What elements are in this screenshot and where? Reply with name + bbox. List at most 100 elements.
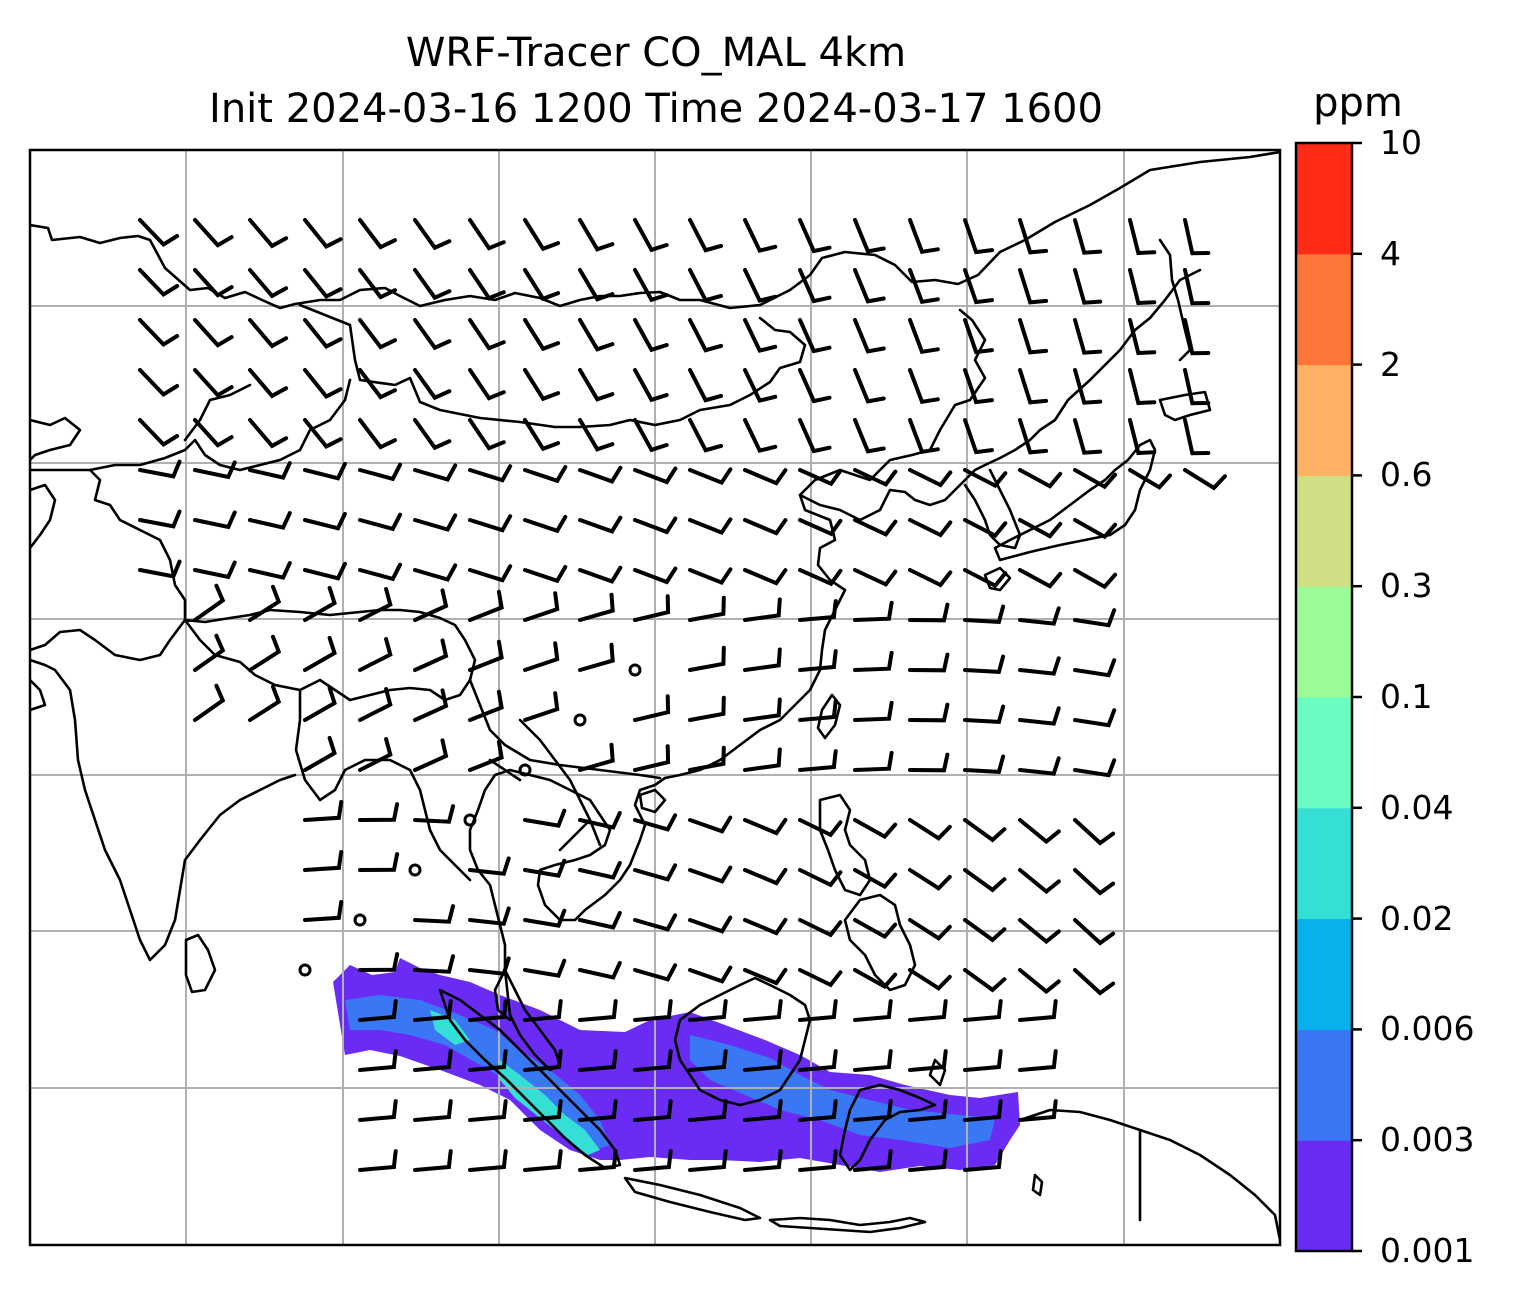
coast-japan-hokkaido — [1158, 390, 1212, 422]
wind-barb — [963, 1149, 1003, 1172]
wind-barb — [413, 1099, 453, 1122]
colorbar-segment — [1296, 807, 1352, 920]
wind-barb — [1128, 418, 1157, 456]
wind-barb — [963, 518, 1008, 539]
wind-barb — [523, 858, 567, 878]
wind-barb — [578, 861, 622, 880]
wind-barb — [1128, 218, 1157, 256]
wind-barb — [303, 585, 337, 622]
wind-barb — [908, 818, 952, 841]
wind-barb — [743, 747, 782, 772]
wind-barb — [468, 739, 504, 772]
wind-barb — [248, 584, 282, 622]
wind-barb — [743, 368, 778, 403]
wind-barb — [468, 514, 513, 533]
wind-barb — [743, 418, 778, 453]
wind-barb — [688, 695, 726, 722]
wind-barb — [743, 917, 788, 936]
wind-barb — [523, 1099, 563, 1122]
wind-barb — [1018, 756, 1061, 776]
wind-barb — [908, 702, 950, 723]
wind-barb — [908, 652, 950, 673]
wind-barb — [468, 268, 506, 301]
wind-barb — [798, 868, 843, 888]
coast-indochina — [468, 768, 667, 1022]
wind-barb — [963, 468, 1008, 489]
wind-barb — [853, 318, 886, 354]
wind-barb — [963, 318, 994, 355]
wind-barb — [908, 268, 940, 305]
wind-barb — [578, 418, 615, 452]
wind-barb — [1018, 999, 1058, 1022]
wind-barb — [138, 218, 180, 248]
wind-barb — [413, 999, 453, 1022]
border-himalaya — [183, 608, 477, 702]
wind-barb — [963, 604, 1006, 624]
colorbar-tick-label: 0.3 — [1380, 566, 1433, 606]
wind-barb — [413, 513, 458, 532]
wind-barb — [413, 218, 452, 251]
wind-barb — [798, 599, 838, 622]
wind-barb — [1183, 268, 1211, 306]
wind-barb — [523, 318, 561, 352]
wind-barb — [1018, 268, 1049, 305]
wind-barb — [1018, 606, 1061, 626]
wind-barb — [1183, 318, 1211, 356]
wind-barb — [963, 754, 1006, 774]
wind-barb — [1018, 968, 1061, 995]
wind-barb — [908, 468, 953, 488]
colorbar-tick-label: 0.003 — [1380, 1120, 1475, 1160]
border-afpak — [30, 468, 187, 622]
wind-barb — [1128, 368, 1157, 406]
wind-barb — [853, 700, 894, 722]
wind-barb — [468, 218, 506, 251]
wind-barb — [578, 465, 623, 484]
wind-barb — [743, 867, 788, 886]
wind-barb — [578, 742, 615, 772]
colorbar-segment — [1296, 918, 1352, 1030]
colorbar-tick-label: 0.1 — [1380, 677, 1433, 716]
coast-northeast-asia — [798, 268, 1202, 522]
coast-korea — [963, 468, 1022, 550]
wind-barb — [468, 464, 513, 483]
wind-barb — [633, 863, 678, 882]
wind-barb — [1073, 418, 1103, 455]
wind-barb — [798, 568, 843, 587]
wind-barb — [908, 318, 940, 355]
map-frame — [28, 148, 1282, 1247]
wind-barb — [468, 856, 511, 876]
wind-barb — [633, 999, 673, 1022]
wind-barb — [1073, 268, 1103, 305]
wind-barb — [413, 563, 458, 582]
wind-barb — [358, 687, 393, 722]
wind-barb — [193, 418, 234, 448]
wind-barb — [1018, 468, 1063, 489]
wind-barb — [1183, 368, 1211, 406]
wind-barb — [578, 811, 622, 830]
wind-barb — [798, 1149, 838, 1172]
wind-barb — [1128, 318, 1157, 356]
wind-barb — [798, 318, 832, 354]
wind-barb — [138, 368, 180, 398]
border-india-north — [30, 618, 187, 662]
wind-barb — [248, 561, 292, 580]
wind-barb — [523, 218, 561, 252]
wind-barb — [798, 418, 832, 454]
wind-barb — [523, 1149, 563, 1172]
wind-barb — [358, 318, 397, 350]
colorbar-tick-label: 10 — [1380, 123, 1422, 162]
wind-barb — [138, 509, 182, 529]
wind-barb — [413, 738, 449, 772]
wind-barb — [633, 466, 678, 485]
wind-barb — [743, 218, 778, 253]
calm-wind-circle — [573, 713, 587, 727]
wind-barb — [798, 918, 843, 938]
wind-barb — [358, 268, 397, 300]
wind-barb — [853, 868, 898, 890]
wind-barb — [303, 218, 343, 250]
wind-barb — [1073, 518, 1118, 540]
wind-barb — [633, 218, 669, 253]
wind-barb — [248, 418, 289, 449]
border-russia-central-asia — [30, 150, 1280, 310]
